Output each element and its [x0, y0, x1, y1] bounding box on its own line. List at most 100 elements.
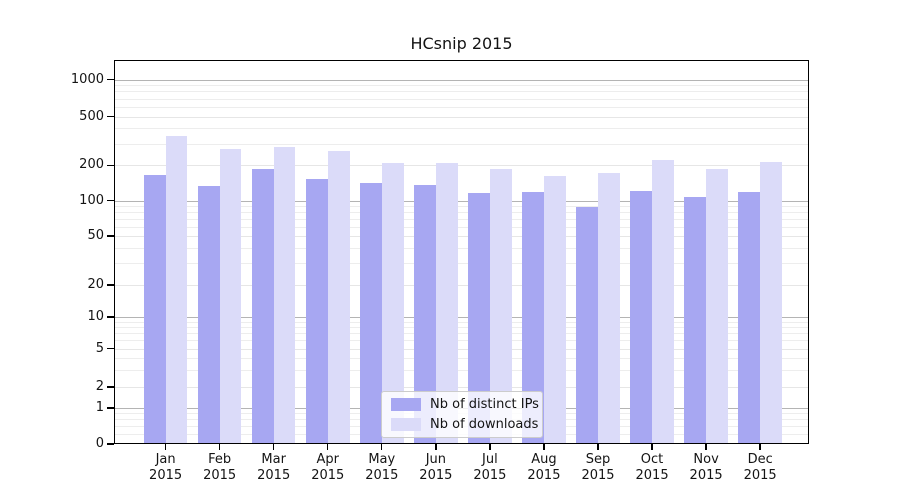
gridline-minor — [114, 226, 809, 228]
x-tick-year: 2015 — [635, 468, 669, 483]
x-tick-label: Oct 2015 — [622, 452, 682, 484]
y-axis-tick — [107, 347, 114, 350]
y-tick-label: 200 — [79, 157, 104, 173]
bar-distinct-ips-jan — [143, 174, 166, 444]
y-axis-tick — [107, 115, 114, 118]
bar-downloads-feb — [219, 149, 242, 444]
bar-downloads-may — [381, 162, 404, 444]
gridline-minor — [114, 218, 809, 220]
bar-downloads-dec — [760, 161, 782, 444]
legend: Nb of distinct IPs Nb of downloads — [381, 391, 543, 438]
x-tick-label: Aug 2015 — [514, 452, 574, 484]
bar-downloads-aug — [543, 176, 566, 444]
x-tick-year: 2015 — [203, 468, 237, 483]
x-tick-month: Dec — [747, 452, 773, 467]
y-tick-label: 100 — [79, 192, 104, 208]
gridline-minor — [114, 247, 809, 249]
gridline-minor — [114, 106, 809, 108]
y-tick-label: 0 — [95, 436, 104, 451]
gridline-minor — [114, 333, 809, 335]
x-tick-label: Mar 2015 — [244, 452, 304, 484]
x-tick-month: Aug — [531, 452, 557, 467]
legend-label-distinct-ips: Nb of distinct IPs — [430, 396, 539, 412]
x-tick-label: Sep 2015 — [568, 452, 628, 484]
x-tick-year: 2015 — [149, 468, 183, 483]
gridline-minor — [114, 91, 809, 93]
x-axis-tick — [489, 444, 491, 450]
y-axis-tick — [107, 164, 114, 166]
x-tick-label: May 2015 — [352, 452, 412, 484]
x-tick-month: Nov — [693, 452, 719, 467]
bar-distinct-ips-dec — [738, 192, 761, 444]
x-axis-tick — [651, 444, 653, 450]
y-axis-tick — [107, 443, 114, 445]
gridline-major-light — [114, 165, 809, 167]
gridline-minor — [114, 143, 809, 145]
bar-distinct-ips-apr — [305, 179, 328, 444]
x-axis-tick — [381, 444, 383, 450]
x-tick-year: 2015 — [257, 468, 291, 483]
y-tick-label: 50 — [87, 228, 104, 243]
gridline-major — [114, 317, 809, 318]
gridline-minor — [114, 357, 809, 359]
x-tick-label: Jul 2015 — [460, 452, 520, 484]
x-tick-label: Dec 2015 — [730, 452, 790, 484]
gridline-major-light — [114, 348, 809, 350]
x-tick-month: Jan — [155, 452, 176, 467]
gridline-minor — [114, 128, 809, 130]
gridline-minor — [114, 85, 809, 87]
bar-downloads-jun — [435, 163, 458, 444]
y-axis-tick — [107, 386, 114, 388]
x-tick-year: 2015 — [311, 468, 345, 483]
x-tick-year: 2015 — [365, 468, 399, 483]
x-axis-tick — [759, 444, 761, 450]
bar-downloads-apr — [327, 150, 350, 444]
bar-downloads-nov — [706, 169, 728, 444]
bar-distinct-ips-nov — [684, 196, 707, 444]
bar-downloads-jul — [489, 169, 512, 444]
bar-distinct-ips-mar — [251, 169, 274, 444]
legend-row-distinct-ips: Nb of distinct IPs — [391, 397, 542, 413]
bar-downloads-oct — [652, 160, 674, 444]
x-axis-tick — [218, 444, 221, 450]
bar-downloads-mar — [273, 146, 296, 444]
bar-distinct-ips-jul — [468, 193, 490, 444]
x-tick-month: Apr — [316, 452, 340, 467]
x-tick-month: Oct — [640, 452, 664, 467]
y-tick-label: 1000 — [70, 71, 104, 87]
chart-title: HCsnip 2015 — [410, 34, 513, 53]
x-axis-tick — [543, 444, 545, 450]
x-tick-month: Feb — [208, 452, 232, 467]
x-tick-label: Apr 2015 — [298, 452, 358, 484]
x-axis-tick — [705, 444, 707, 450]
x-tick-month: Mar — [261, 452, 286, 467]
x-tick-month: Jun — [425, 452, 446, 467]
x-axis-tick — [164, 444, 167, 450]
y-axis-tick — [107, 284, 114, 286]
y-tick-label: 2 — [95, 379, 104, 394]
x-tick-year: 2015 — [743, 468, 777, 483]
x-tick-month: Jul — [482, 452, 498, 467]
y-tick-label: 1 — [95, 400, 104, 415]
y-axis-tick — [107, 235, 114, 237]
legend-row-downloads: Nb of downloads — [391, 417, 542, 433]
gridline-major — [114, 79, 809, 81]
y-axis-tick — [107, 316, 114, 318]
bar-downloads-sep — [598, 173, 620, 444]
gridline-minor — [114, 321, 809, 323]
x-tick-year: 2015 — [689, 468, 723, 483]
gridline-minor — [114, 340, 809, 342]
bar-distinct-ips-feb — [197, 186, 220, 444]
gridline-minor — [114, 263, 809, 265]
x-tick-label: Jun 2015 — [406, 452, 466, 484]
x-axis-tick — [327, 444, 329, 450]
bars-layer — [114, 60, 809, 444]
x-axis-tick — [273, 444, 275, 450]
gridline-major-light — [114, 285, 809, 286]
y-axis-tick — [107, 78, 114, 81]
y-tick-label: 10 — [87, 309, 104, 324]
y-axis-tick — [107, 200, 114, 202]
bar-distinct-ips-aug — [522, 192, 544, 444]
bar-distinct-ips-may — [360, 182, 382, 444]
